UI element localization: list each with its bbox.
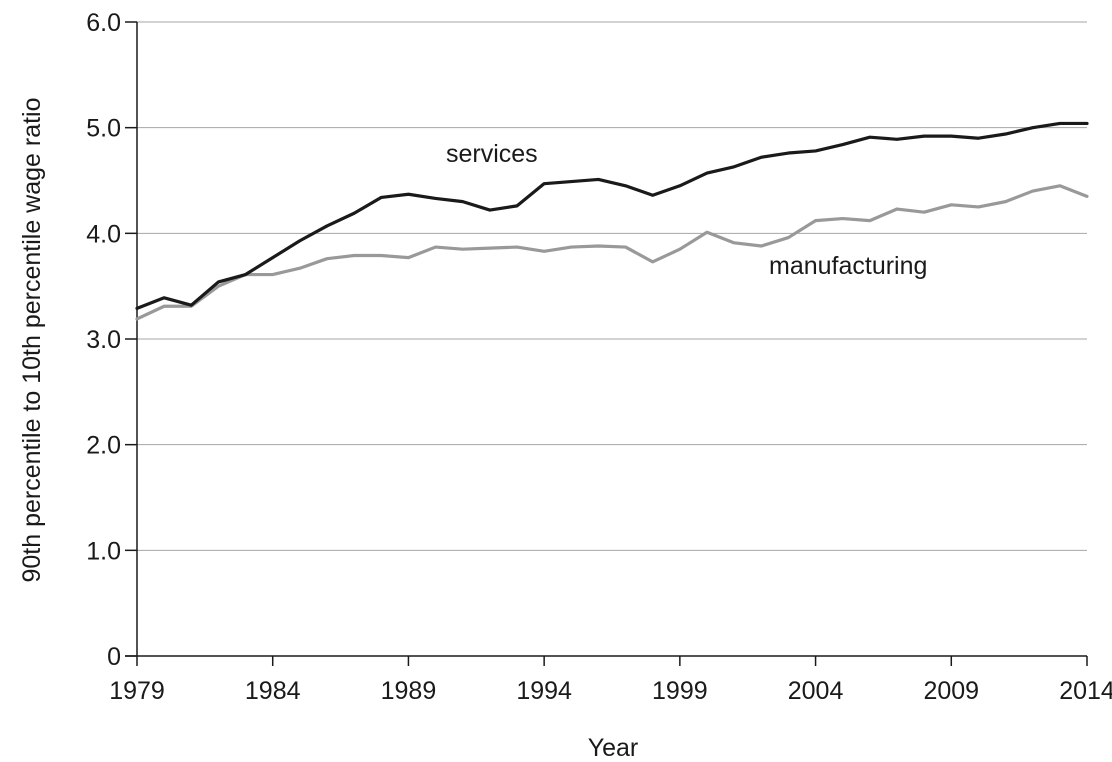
x-tick-label: 1984 — [245, 677, 301, 705]
series-label-services: services — [446, 140, 538, 168]
x-tick-label: 1999 — [652, 677, 708, 705]
x-tick-label: 1979 — [109, 677, 165, 705]
x-tick-label: 2014 — [1059, 677, 1112, 705]
y-tick-label: 5.0 — [86, 115, 121, 143]
series-labels: services manufacturing — [446, 140, 927, 280]
y-tick-label: 3.0 — [86, 326, 121, 354]
series-lines — [135, 121, 1089, 321]
y-tick-label: 0 — [107, 643, 121, 671]
x-tick-label: 1994 — [516, 677, 572, 705]
y-axis-ticks: 0 1.0 2.0 3.0 4.0 5.0 6.0 — [86, 9, 137, 671]
series-label-manufacturing: manufacturing — [769, 252, 927, 280]
y-tick-label: 6.0 — [86, 9, 121, 37]
y-tick-label: 4.0 — [86, 220, 121, 248]
gridlines — [137, 21, 1087, 551]
y-tick-label: 1.0 — [86, 537, 121, 565]
series-line-services — [135, 121, 1089, 310]
series-line-manufacturing — [135, 184, 1089, 321]
x-axis-title: Year — [588, 734, 639, 762]
x-tick-label: 2004 — [788, 677, 844, 705]
x-tick-label: 1989 — [381, 677, 437, 705]
y-axis-title: 90th percentile to 10th percentile wage … — [18, 97, 46, 582]
x-tick-label: 2009 — [923, 677, 979, 705]
y-tick-label: 2.0 — [86, 432, 121, 460]
x-axis-ticks: 1979 1984 1989 1994 1999 2004 2009 2014 — [109, 656, 1112, 705]
